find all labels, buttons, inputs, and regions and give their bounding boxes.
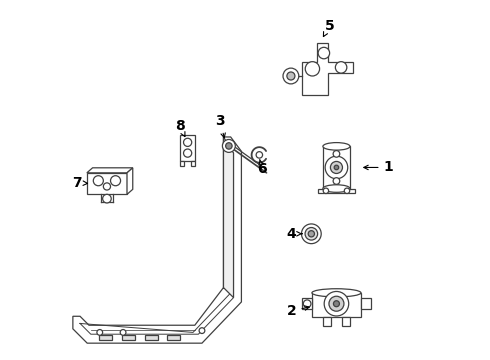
Polygon shape (361, 298, 370, 309)
Circle shape (334, 301, 340, 307)
Polygon shape (127, 168, 133, 194)
Circle shape (225, 143, 232, 149)
Circle shape (305, 62, 319, 76)
Circle shape (318, 47, 330, 59)
Text: 3: 3 (215, 114, 225, 138)
Text: 8: 8 (175, 119, 185, 137)
Polygon shape (302, 298, 312, 309)
Text: 5: 5 (323, 19, 334, 37)
Polygon shape (98, 335, 112, 339)
Polygon shape (318, 189, 355, 193)
Polygon shape (323, 318, 331, 325)
Text: 6: 6 (257, 159, 267, 176)
Ellipse shape (323, 143, 350, 150)
Polygon shape (323, 147, 350, 189)
Polygon shape (73, 137, 242, 343)
Circle shape (308, 231, 315, 237)
Circle shape (301, 224, 321, 244)
Circle shape (287, 72, 295, 80)
Text: 1: 1 (364, 161, 393, 175)
Circle shape (305, 228, 318, 240)
Polygon shape (87, 173, 127, 194)
Text: 7: 7 (72, 176, 88, 190)
Circle shape (97, 329, 102, 335)
Circle shape (344, 188, 350, 194)
Polygon shape (342, 318, 350, 325)
Circle shape (325, 156, 348, 179)
Circle shape (334, 165, 339, 170)
Polygon shape (302, 43, 353, 95)
Circle shape (333, 150, 340, 157)
Polygon shape (191, 161, 195, 166)
Circle shape (103, 183, 111, 190)
Circle shape (256, 152, 263, 158)
Circle shape (199, 328, 205, 333)
Circle shape (335, 62, 347, 73)
Polygon shape (180, 135, 195, 161)
Circle shape (303, 300, 311, 307)
Circle shape (111, 176, 121, 186)
Circle shape (184, 138, 192, 147)
Circle shape (330, 161, 343, 174)
Polygon shape (223, 137, 234, 298)
Circle shape (184, 149, 192, 157)
Circle shape (323, 188, 329, 194)
Circle shape (222, 139, 235, 152)
Polygon shape (312, 293, 361, 318)
Circle shape (93, 176, 103, 186)
Circle shape (283, 68, 299, 84)
Ellipse shape (312, 289, 361, 297)
Circle shape (333, 178, 340, 184)
Text: 2: 2 (287, 304, 309, 318)
Circle shape (329, 296, 344, 311)
Circle shape (102, 194, 111, 203)
Ellipse shape (323, 185, 350, 192)
Circle shape (324, 292, 349, 316)
Polygon shape (167, 335, 180, 339)
Polygon shape (180, 161, 184, 166)
Polygon shape (146, 335, 158, 339)
Text: 4: 4 (287, 227, 302, 241)
Polygon shape (122, 335, 135, 339)
Circle shape (120, 329, 126, 335)
Polygon shape (87, 168, 133, 173)
